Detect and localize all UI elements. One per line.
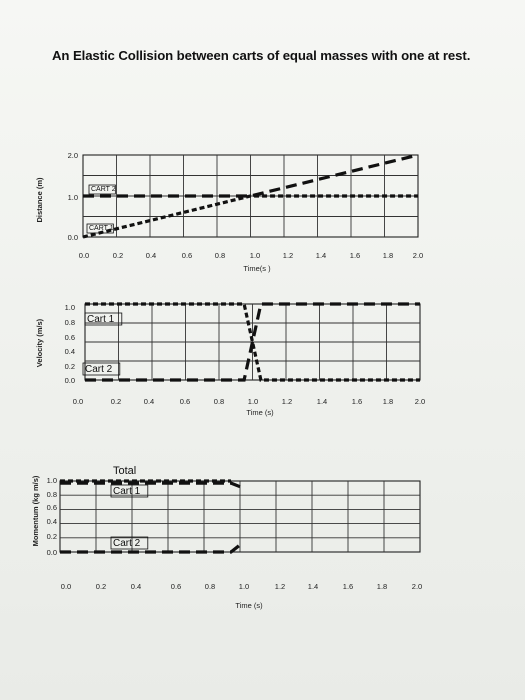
x-tick-label: 0.0 [73, 397, 83, 406]
x-tick-label: 0.0 [79, 251, 89, 260]
x-tick-label: 0.4 [131, 582, 141, 591]
annotation-label: Cart 1 [113, 486, 141, 497]
x-tick-label: 1.2 [283, 251, 293, 260]
y-tick-label: 1.0 [47, 476, 57, 485]
x-tick-label: 1.8 [377, 582, 387, 591]
x-axis-label: Time (s) [246, 408, 274, 417]
x-axis-label: Time(s ) [243, 264, 271, 273]
y-tick-label: 2.0 [68, 151, 78, 160]
y-tick-label: 0.0 [65, 376, 75, 385]
series-line-cart-1 [85, 302, 420, 382]
annotation-box [86, 223, 114, 234]
series-line-cart-2 [85, 302, 420, 382]
x-tick-label: 0.6 [180, 397, 190, 406]
y-tick-label: 0.4 [47, 517, 57, 526]
x-tick-label: 0.6 [171, 582, 181, 591]
x-tick-label: 0.2 [111, 397, 121, 406]
x-tick-label: 1.0 [250, 251, 260, 260]
y-tick-label: 1.0 [65, 303, 75, 312]
velocity-chart: 0.0 0.2 0.4 0.6 0.8 1.0 1.2 1.4 1.6 1.8 2.0 0.0 0.2 0… [35, 302, 425, 417]
chart-grid [84, 303, 421, 381]
x-tick-label: 0.4 [146, 251, 156, 260]
y-tick-label: 0.6 [65, 333, 75, 342]
series-line-cart-1 [82, 194, 418, 239]
x-tick-label: 1.8 [383, 251, 393, 260]
x-tick-label: 1.8 [383, 397, 393, 406]
page-title: An Elastic Collision between carts of eq… [52, 48, 471, 63]
series-line-cart-2 [83, 153, 419, 198]
x-tick-label: 1.4 [308, 582, 318, 591]
annotation-label: Cart 2 [113, 538, 141, 549]
x-tick-label: 1.6 [343, 582, 353, 591]
y-tick-label: 0.8 [65, 318, 75, 327]
x-tick-label: 1.6 [352, 397, 362, 406]
x-tick-label: 1.6 [350, 251, 360, 260]
y-axis-label: Distance (m) [35, 177, 44, 223]
annotation-box [88, 184, 116, 195]
annotation-box [110, 484, 149, 498]
series-line-cart-2 [60, 543, 241, 554]
y-tick-label: 0.2 [65, 362, 75, 371]
annotation-label: Total [113, 465, 136, 477]
x-tick-label: 1.4 [316, 251, 326, 260]
x-tick-label: 1.0 [248, 397, 258, 406]
annotation-box [84, 312, 123, 326]
x-tick-label: 1.0 [239, 582, 249, 591]
annotation-label: Cart 2 [85, 364, 113, 375]
chart-grid [59, 480, 421, 553]
y-axis-label: Velocity (m/s) [35, 318, 44, 367]
y-tick-label: 0.2 [47, 532, 57, 541]
distance-chart: 0.0 0.2 0.4 0.6 0.8 1.0 1.2 1.4 1.6 1.8 2.0 0.0 1.0 2… [35, 151, 423, 273]
annotation-label: CART 2 [91, 186, 116, 193]
y-tick-label: 0.0 [47, 548, 57, 557]
y-tick-label: 0.6 [47, 503, 57, 512]
x-tick-label: 2.0 [413, 251, 423, 260]
x-tick-label: 0.0 [61, 582, 71, 591]
annotation-box [110, 536, 149, 550]
annotation-label: CART 1 [89, 225, 114, 232]
y-axis-label: Momentum (kg m/s) [31, 475, 40, 546]
x-tick-label: 0.6 [182, 251, 192, 260]
y-tick-label: 1.0 [68, 193, 78, 202]
series-line-cart-1 [60, 481, 241, 489]
momentum-chart: 0.0 0.2 0.4 0.6 0.8 1.0 1.2 1.4 1.6 1.8 2.0 0.0 0.2 0… [31, 465, 422, 610]
x-tick-label: 0.8 [215, 251, 225, 260]
annotation-box [82, 362, 121, 376]
x-tick-label: 0.8 [214, 397, 224, 406]
x-axis-label: Time (s) [235, 601, 263, 610]
y-tick-label: 0.8 [47, 490, 57, 499]
x-tick-label: 2.0 [412, 582, 422, 591]
x-tick-label: 1.2 [275, 582, 285, 591]
y-tick-label: 0.4 [65, 347, 75, 356]
x-tick-label: 0.4 [144, 397, 154, 406]
x-tick-label: 0.8 [205, 582, 215, 591]
x-tick-label: 1.4 [317, 397, 327, 406]
annotation-label: Cart 1 [87, 314, 115, 325]
x-tick-label: 0.2 [96, 582, 106, 591]
x-tick-label: 1.2 [282, 397, 292, 406]
x-tick-label: 0.2 [113, 251, 123, 260]
y-tick-label: 0.0 [68, 233, 78, 242]
x-tick-label: 2.0 [415, 397, 425, 406]
